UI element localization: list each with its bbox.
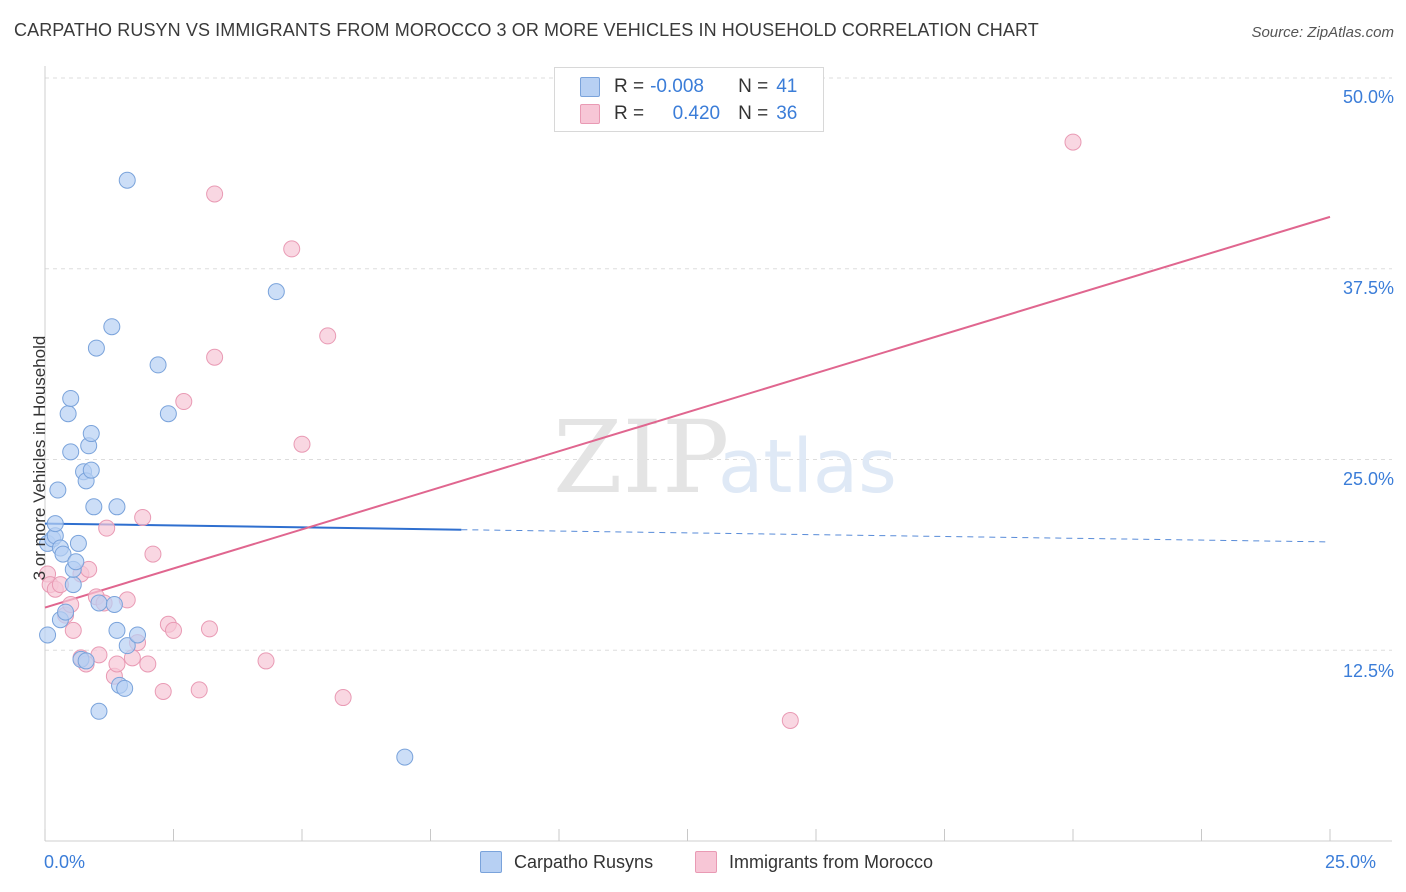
point-immigrants-from-morocco <box>165 621 182 639</box>
y-tick-label: 12.5% <box>1342 661 1394 681</box>
watermark: ZIP atlas <box>553 399 897 516</box>
point-carpatho-rusyns <box>64 576 82 594</box>
n-value: 41 <box>776 76 798 97</box>
stats-row-pink: R = 0.420 N = 36 <box>580 101 797 127</box>
point-carpatho-rusyns <box>59 405 77 423</box>
n-value: 36 <box>776 103 798 124</box>
point-immigrants-from-morocco <box>283 240 301 258</box>
n-label: N = <box>738 103 769 124</box>
point-carpatho-rusyns <box>108 498 126 516</box>
y-axis-label: 3 or more Vehicles in Household <box>30 335 49 581</box>
point-carpatho-rusyns <box>69 534 87 552</box>
legend-item-immigrants-from-morocco[interactable]: Immigrants from Morocco <box>695 851 933 873</box>
blue-swatch <box>580 77 600 97</box>
point-immigrants-from-morocco <box>144 545 162 563</box>
point-carpatho-rusyns <box>159 405 177 423</box>
watermark-zip: ZIP <box>553 399 729 516</box>
point-immigrants-from-morocco <box>175 393 193 411</box>
point-immigrants-from-morocco <box>293 435 311 453</box>
r-label: R = <box>614 103 645 124</box>
pink-swatch <box>580 104 600 124</box>
point-carpatho-rusyns <box>46 515 64 533</box>
point-immigrants-from-morocco <box>781 711 799 729</box>
point-immigrants-from-morocco <box>190 681 208 699</box>
point-carpatho-rusyns <box>396 748 414 766</box>
point-carpatho-rusyns <box>149 356 167 374</box>
point-immigrants-from-morocco <box>108 655 126 673</box>
y-tick-label: 50.0% <box>1342 87 1394 107</box>
grid-lines <box>45 77 1392 651</box>
point-carpatho-rusyns <box>118 171 136 189</box>
axes <box>44 66 1392 842</box>
r-value: 0.420 <box>672 103 721 124</box>
point-carpatho-rusyns <box>85 498 103 516</box>
chart-title: CARPATHO RUSYN VS IMMIGRANTS FROM MOROCC… <box>14 20 1039 40</box>
series-legend: Carpatho Rusyns Immigrants from Morocco <box>0 851 1406 879</box>
trend-line-carpatho-rusyns-extension <box>461 529 1331 543</box>
point-carpatho-rusyns <box>90 594 108 612</box>
point-immigrants-from-morocco <box>334 689 352 707</box>
point-carpatho-rusyns <box>87 339 105 357</box>
legend-label: Carpatho Rusyns <box>514 851 654 872</box>
point-carpatho-rusyns <box>90 702 108 720</box>
blue-swatch <box>480 851 502 873</box>
point-carpatho-rusyns <box>108 621 126 639</box>
watermark-atlas: atlas <box>718 424 897 510</box>
y-tick-label: 25.0% <box>1342 469 1394 489</box>
point-immigrants-from-morocco <box>98 519 116 537</box>
point-carpatho-rusyns <box>54 545 72 563</box>
data-points <box>39 133 1082 766</box>
y-tick-label: 37.5% <box>1342 278 1394 298</box>
point-carpatho-rusyns <box>49 481 67 499</box>
point-carpatho-rusyns <box>57 603 75 621</box>
trend-lines <box>44 215 1331 609</box>
point-carpatho-rusyns <box>105 595 123 613</box>
point-immigrants-from-morocco <box>1064 133 1082 151</box>
source-label: Source: ZipAtlas.com <box>1251 24 1394 41</box>
point-immigrants-from-morocco <box>200 620 218 638</box>
point-carpatho-rusyns <box>62 443 80 461</box>
point-immigrants-from-morocco <box>134 508 152 526</box>
r-label: R = <box>614 76 645 97</box>
pink-swatch <box>695 851 717 873</box>
point-carpatho-rusyns <box>116 679 134 697</box>
point-carpatho-rusyns <box>39 626 57 644</box>
trend-line-immigrants-from-morocco <box>44 215 1331 609</box>
n-label: N = <box>738 76 769 97</box>
point-immigrants-from-morocco <box>154 682 172 700</box>
point-carpatho-rusyns <box>267 283 285 301</box>
legend-item-carpatho-rusyns[interactable]: Carpatho Rusyns <box>480 851 653 873</box>
point-immigrants-from-morocco <box>257 652 275 670</box>
point-carpatho-rusyns <box>103 318 121 336</box>
stats-legend: R = -0.008 N = 41 R = 0.420 N = 36 <box>554 67 824 132</box>
point-immigrants-from-morocco <box>206 185 224 203</box>
point-immigrants-from-morocco <box>64 621 82 639</box>
x-tick-label-max: 25.0% <box>1325 852 1377 872</box>
point-carpatho-rusyns <box>118 637 136 655</box>
point-carpatho-rusyns <box>82 425 100 443</box>
point-carpatho-rusyns <box>77 652 95 670</box>
legend-label: Immigrants from Morocco <box>729 851 934 872</box>
point-immigrants-from-morocco <box>206 348 224 366</box>
point-immigrants-from-morocco <box>139 655 157 673</box>
point-carpatho-rusyns <box>129 626 147 644</box>
point-immigrants-from-morocco <box>319 327 337 345</box>
stats-row-blue: R = -0.008 N = 41 <box>580 74 797 100</box>
point-carpatho-rusyns <box>67 553 85 571</box>
x-tick-label-min: 0.0% <box>44 852 86 872</box>
point-carpatho-rusyns <box>82 461 100 479</box>
point-carpatho-rusyns <box>62 389 80 407</box>
r-value: -0.008 <box>650 76 704 97</box>
